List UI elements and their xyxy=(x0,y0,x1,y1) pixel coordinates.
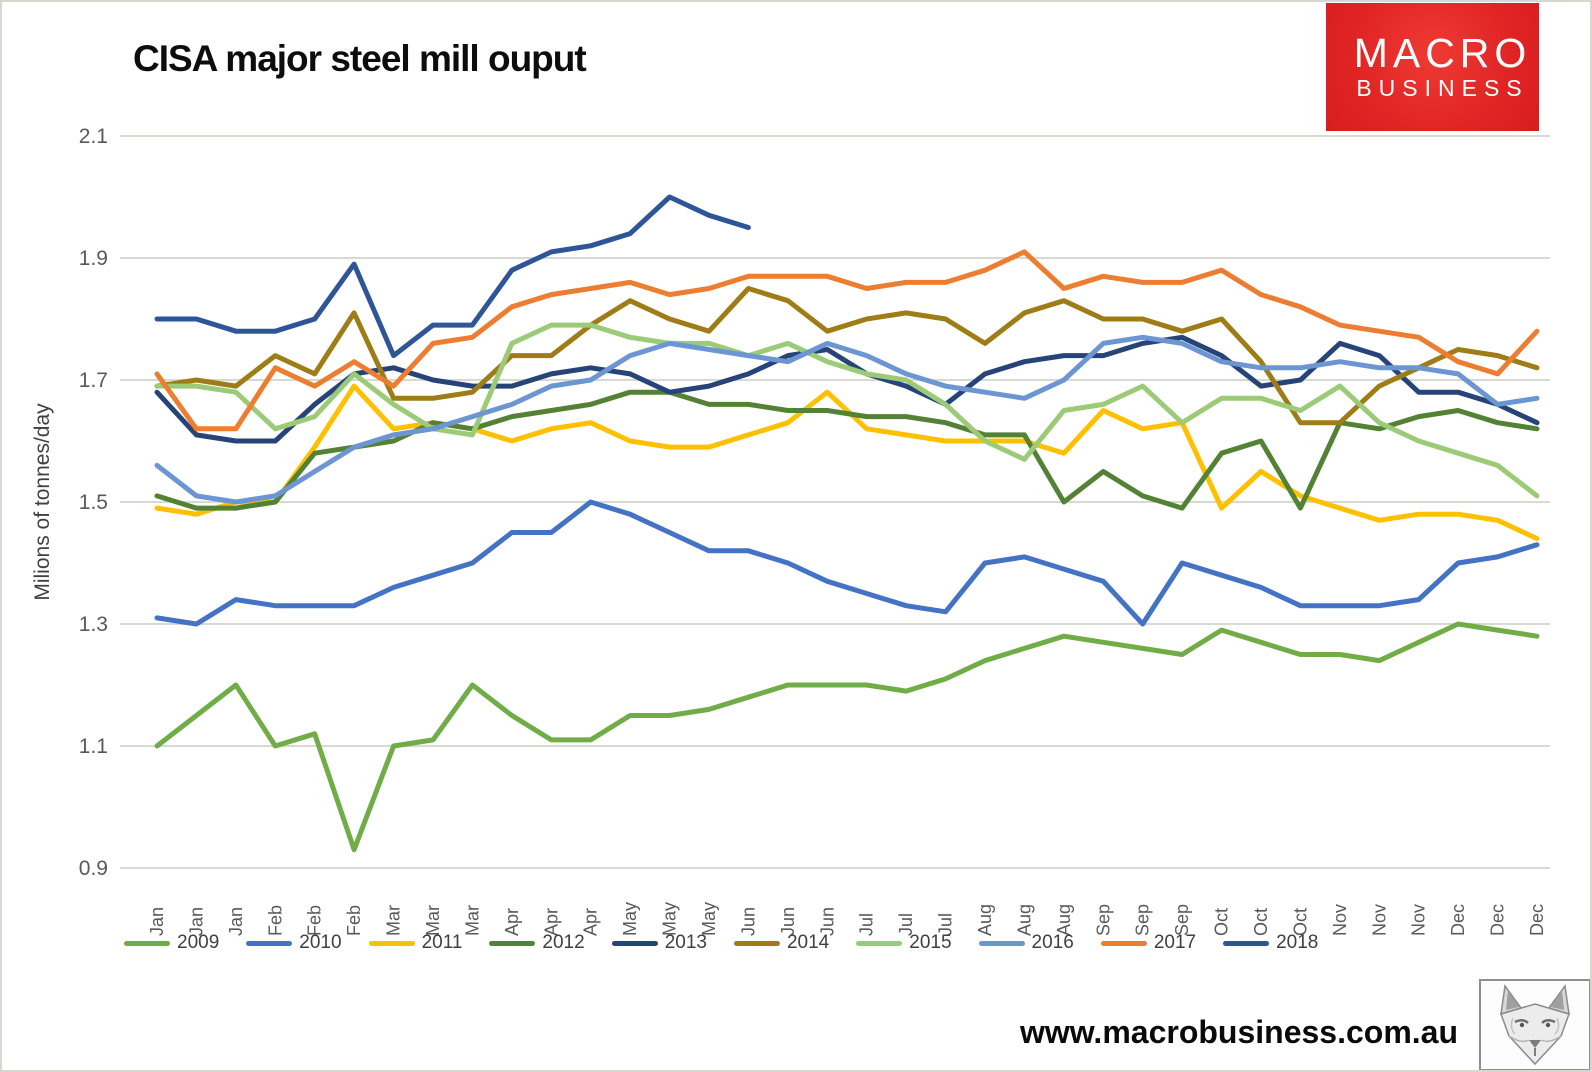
x-tick-label: Apr xyxy=(502,908,522,936)
legend-label-2014: 2014 xyxy=(786,932,830,953)
series-line-2018 xyxy=(154,194,751,359)
y-tick-label: 2.1 xyxy=(79,125,108,148)
x-tick-label: Jul xyxy=(896,913,916,936)
y-tick-label: 1.5 xyxy=(79,491,108,514)
x-tick-label: Aug xyxy=(1054,904,1074,936)
x-tick-label: Nov xyxy=(1409,904,1429,936)
macrobusiness-logo: MACRO BUSINESS xyxy=(1326,3,1539,131)
x-tick-label: Nov xyxy=(1330,904,1350,936)
fox-logo xyxy=(1479,979,1590,1070)
x-tick-label: Dec xyxy=(1448,904,1468,936)
x-tick-label: Jul xyxy=(857,913,877,936)
legend-label-2017: 2017 xyxy=(1153,932,1197,953)
legend-label-2012: 2012 xyxy=(542,932,585,953)
x-tick-label: May xyxy=(660,902,680,936)
fox-sketch-icon xyxy=(1500,984,1570,1066)
series-line-2011 xyxy=(154,383,1540,542)
x-tick-label: Jul xyxy=(936,913,956,936)
legend-label-2011: 2011 xyxy=(421,932,463,953)
y-tick-label: 0.9 xyxy=(79,857,108,880)
legend-swatch-2017 xyxy=(1100,940,1147,946)
legend-swatch-2015 xyxy=(856,940,903,946)
x-tick-label: Oct xyxy=(1212,908,1232,936)
legend-item-2009: 2009 xyxy=(124,932,219,954)
x-tick-label: Feb xyxy=(344,905,364,936)
x-tick-label: May xyxy=(699,902,719,936)
legend-label-2015: 2015 xyxy=(909,932,952,953)
x-tick-label: Aug xyxy=(1014,904,1034,936)
series-line-2012 xyxy=(154,389,1540,511)
x-tick-label: Dec xyxy=(1527,904,1547,936)
x-tick-label: Sep xyxy=(1093,904,1113,936)
x-tick-label: Oct xyxy=(1290,908,1310,936)
series-line-2016 xyxy=(154,334,1540,505)
x-tick-label: Jun xyxy=(738,907,758,936)
legend-swatch-2010 xyxy=(246,940,293,946)
legend-swatch-2009 xyxy=(124,940,170,946)
x-tick-label: Mar xyxy=(384,905,404,936)
legend-swatch-2016 xyxy=(978,940,1025,946)
x-tick-label: Sep xyxy=(1172,904,1192,936)
legend-item-2018: 2018 xyxy=(1223,932,1318,954)
x-tick-label: Mar xyxy=(423,905,443,936)
chart-legend: 2009 2010 2011 2012 2013 2014 2015 2016 2017 2018 xyxy=(124,932,1318,954)
chart-title: CISA major steel mill ouput xyxy=(133,38,587,79)
legend-swatch-2012 xyxy=(489,940,536,946)
x-tick-label: Aug xyxy=(975,904,995,936)
y-axis-title: Milions of tonnes/day xyxy=(31,403,54,601)
x-tick-label: Dec xyxy=(1488,904,1508,936)
series-line-2010 xyxy=(154,499,1540,627)
legend-label-2018: 2018 xyxy=(1276,932,1319,953)
legend-label-2016: 2016 xyxy=(1031,932,1074,953)
legend-item-2011: 2011 xyxy=(368,932,463,954)
legend-item-2012: 2012 xyxy=(489,932,585,954)
legend-item-2016: 2016 xyxy=(978,932,1074,954)
y-tick-label: 1.3 xyxy=(79,613,108,636)
legend-swatch-2013 xyxy=(611,940,658,946)
legend-item-2014: 2014 xyxy=(733,932,830,954)
y-tick-label: 1.1 xyxy=(79,735,108,758)
x-tick-label: May xyxy=(620,902,640,936)
series-line-2015 xyxy=(154,322,1540,499)
x-tick-label: Mar xyxy=(462,905,482,936)
logo-text-business: BUSINESS xyxy=(1356,75,1529,102)
legend-swatch-2014 xyxy=(733,940,780,946)
legend-label-2009: 2009 xyxy=(177,932,220,953)
legend-item-2010: 2010 xyxy=(246,932,342,954)
y-tick-label: 1.9 xyxy=(79,247,108,270)
x-tick-label: Feb xyxy=(305,905,325,936)
series-line-2009 xyxy=(154,621,1540,853)
x-tick-label: Apr xyxy=(541,908,561,936)
x-tick-label: Jun xyxy=(778,907,798,936)
series-line-2013 xyxy=(154,334,1540,444)
legend-item-2013: 2013 xyxy=(611,932,707,954)
legend-swatch-2018 xyxy=(1223,940,1270,946)
y-tick-label: 1.7 xyxy=(79,369,108,392)
x-tick-label: Feb xyxy=(265,905,285,936)
x-tick-label: Jun xyxy=(817,907,837,936)
legend-item-2015: 2015 xyxy=(856,932,952,954)
series-line-2017 xyxy=(154,249,1540,432)
legend-label-2010: 2010 xyxy=(299,932,342,953)
x-tick-label: Nov xyxy=(1369,904,1389,936)
x-tick-label: Apr xyxy=(581,908,601,936)
logo-text-macro: MACRO xyxy=(1353,29,1532,76)
x-tick-label: Sep xyxy=(1133,904,1153,936)
x-tick-label: Jan xyxy=(226,907,246,936)
legend-item-2017: 2017 xyxy=(1100,932,1197,954)
x-tick-label: Jan xyxy=(147,907,167,936)
website-text: www.macrobusiness.com.au xyxy=(1019,1014,1458,1050)
legend-label-2013: 2013 xyxy=(664,932,707,953)
x-tick-label: Jan xyxy=(186,907,206,936)
legend-swatch-2011 xyxy=(368,940,415,946)
x-tick-label: Oct xyxy=(1251,908,1271,936)
